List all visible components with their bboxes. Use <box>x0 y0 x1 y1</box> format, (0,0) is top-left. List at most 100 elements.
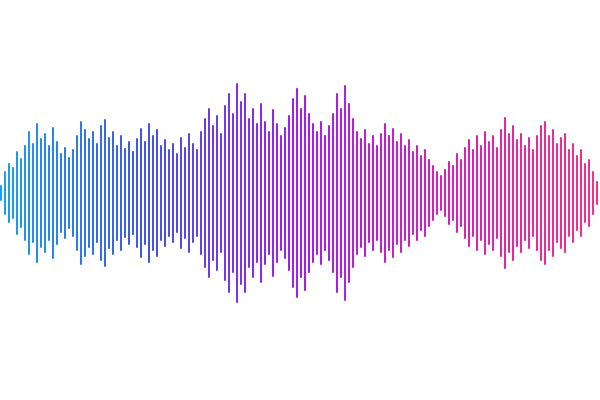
waveform-bar <box>108 137 110 249</box>
waveform-bar <box>508 133 510 253</box>
waveform-bar <box>156 129 158 257</box>
waveform-bar <box>72 149 74 237</box>
waveform-bar <box>164 139 166 247</box>
waveform-bar <box>20 158 22 228</box>
waveform-bar <box>184 147 186 239</box>
waveform-bar <box>576 155 578 231</box>
waveform-bar <box>480 145 482 241</box>
waveform-bar <box>208 108 210 278</box>
waveform-bar <box>8 163 10 223</box>
waveform-bar <box>148 123 150 263</box>
waveform-bar <box>416 145 418 241</box>
waveform-bar <box>468 139 470 247</box>
waveform-bar <box>44 133 46 253</box>
waveform-bar <box>368 143 370 243</box>
waveform-bar <box>584 163 586 223</box>
waveform-bar <box>548 135 550 251</box>
waveform-bar <box>520 133 522 253</box>
waveform-bar <box>260 103 262 283</box>
waveform-bar <box>32 143 34 243</box>
waveform-bar <box>96 143 98 243</box>
waveform-bar <box>48 145 50 241</box>
waveform-bar <box>496 147 498 239</box>
waveform-bar <box>4 171 6 215</box>
waveform-bar <box>328 125 330 261</box>
waveform-bar <box>376 145 378 241</box>
waveform-bar <box>40 138 42 248</box>
waveform-bar <box>372 135 374 251</box>
waveform-bar <box>588 159 590 227</box>
waveform-bar <box>256 123 258 263</box>
waveform-bar <box>432 165 434 221</box>
waveform-bar <box>240 101 242 285</box>
waveform-bar <box>132 151 134 235</box>
waveform-bar <box>492 135 494 251</box>
waveform-bar <box>52 127 54 259</box>
waveform-bar <box>504 117 506 269</box>
waveform-bar <box>92 131 94 255</box>
waveform-bar <box>560 137 562 249</box>
waveform-bar <box>364 129 366 257</box>
waveform-bar <box>232 113 234 273</box>
waveform-bar <box>500 129 502 257</box>
waveform-bar <box>64 147 66 239</box>
waveform-bar <box>320 121 322 265</box>
waveform-bar <box>280 135 282 251</box>
waveform-bar <box>596 181 598 205</box>
waveform-bar <box>88 138 90 248</box>
waveform-bar <box>272 109 274 277</box>
waveform-bar <box>340 108 342 278</box>
waveform-bar <box>392 128 394 258</box>
waveform-bar <box>348 103 350 283</box>
waveform-bar <box>200 131 202 255</box>
waveform-bar <box>304 95 306 291</box>
waveform-bar <box>60 153 62 233</box>
waveform-bar <box>244 93 246 293</box>
waveform-bar <box>436 171 438 215</box>
waveform-bar <box>144 141 146 245</box>
waveform-bar <box>568 149 570 237</box>
waveform-bar <box>396 141 398 245</box>
waveform-bar <box>380 133 382 253</box>
waveform-bar <box>460 159 462 227</box>
waveform-bar <box>400 133 402 253</box>
waveform-bar <box>84 129 86 257</box>
waveform-bar <box>136 138 138 248</box>
waveform-bar <box>452 165 454 221</box>
waveform-bar <box>556 143 558 243</box>
waveform-bar <box>528 137 530 249</box>
waveform-bar <box>220 133 222 253</box>
waveform-bar <box>236 83 238 303</box>
waveform-bar <box>24 145 26 241</box>
waveform-bar <box>252 108 254 278</box>
waveform-bar <box>116 145 118 241</box>
waveform-bar <box>276 123 278 263</box>
waveform-bar <box>344 85 346 301</box>
waveform-bar <box>552 129 554 257</box>
waveform-bar <box>316 131 318 255</box>
waveform-bar <box>248 118 250 268</box>
waveform-bar <box>264 121 266 265</box>
waveform-bar <box>444 169 446 217</box>
waveform-bar <box>124 148 126 238</box>
waveform-bar <box>544 121 546 265</box>
waveform-bar <box>212 125 214 261</box>
waveform-bar <box>128 141 130 245</box>
waveform-bar <box>284 127 286 259</box>
waveform-bar <box>216 115 218 271</box>
waveform-bar <box>56 141 58 245</box>
waveform-bar <box>404 145 406 241</box>
waveform-bar <box>532 149 534 237</box>
waveform-bar <box>188 133 190 253</box>
waveform-bar <box>476 135 478 251</box>
waveform-bar <box>68 157 70 229</box>
waveform-bar <box>224 105 226 281</box>
waveform-bar <box>76 135 78 251</box>
waveform-bar <box>516 139 518 247</box>
waveform-bar <box>336 93 338 293</box>
waveform-bar <box>160 145 162 241</box>
waveform-bar <box>524 145 526 241</box>
waveform-bar <box>104 119 106 267</box>
waveform-bar <box>112 131 114 255</box>
waveform-bar <box>484 131 486 255</box>
